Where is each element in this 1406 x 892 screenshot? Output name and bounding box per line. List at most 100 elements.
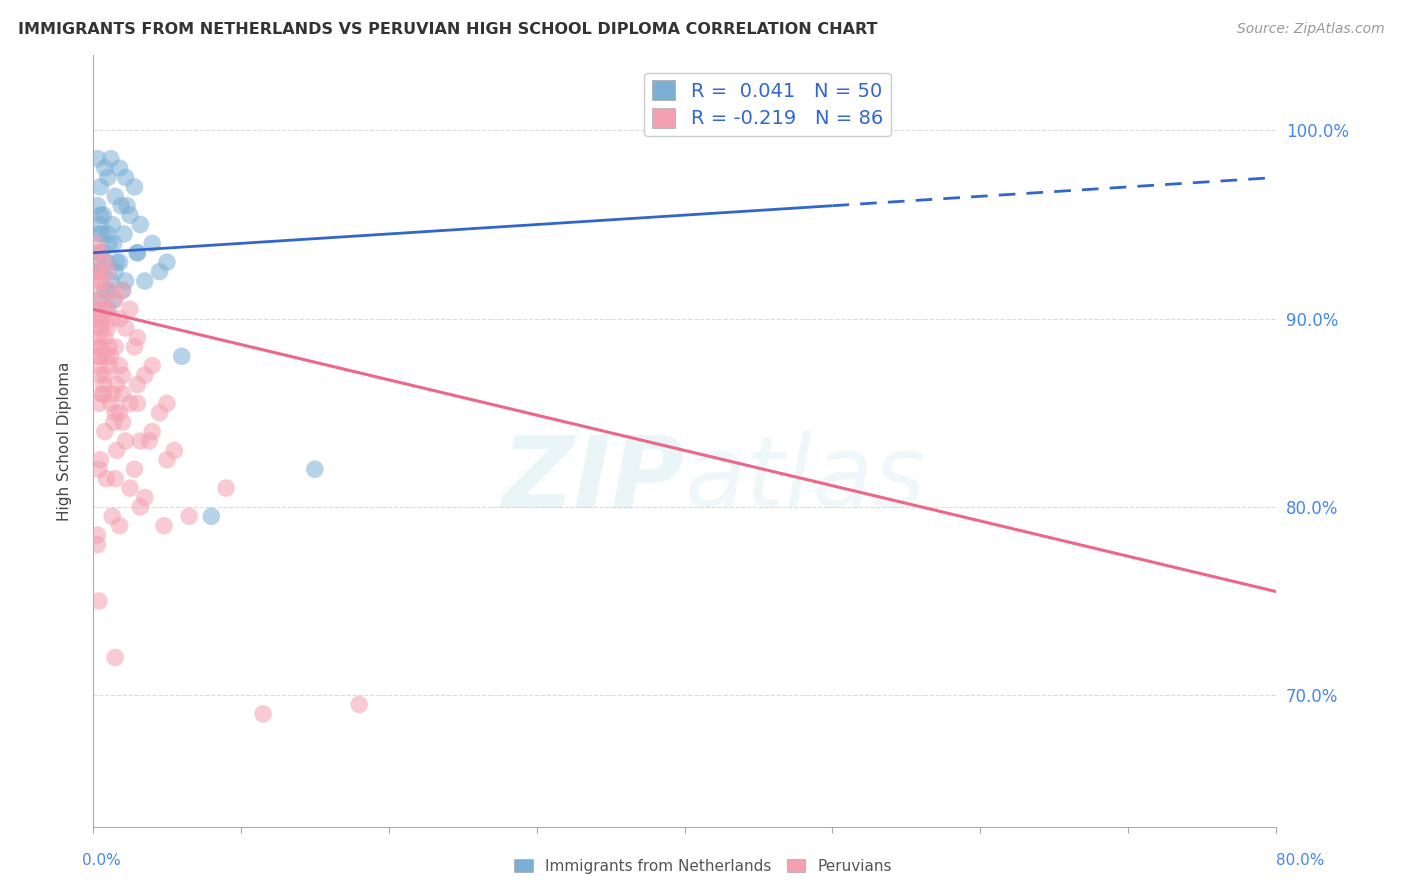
Point <box>87 594 110 608</box>
Point <box>114 434 136 448</box>
Point <box>141 425 163 439</box>
Point <box>86 311 108 326</box>
Point <box>98 359 121 373</box>
Point <box>89 180 111 194</box>
Point <box>96 349 118 363</box>
Point <box>90 245 112 260</box>
Point <box>104 293 127 307</box>
Point <box>108 161 131 175</box>
Point <box>111 368 134 383</box>
Point <box>98 340 121 354</box>
Point <box>134 491 156 505</box>
Point <box>104 264 127 278</box>
Point <box>129 218 152 232</box>
Point <box>94 161 117 175</box>
Point <box>86 199 108 213</box>
Point <box>129 434 152 448</box>
Point <box>90 227 112 241</box>
Point <box>304 462 326 476</box>
Point <box>104 189 127 203</box>
Point <box>97 264 120 278</box>
Point <box>134 368 156 383</box>
Point <box>87 245 110 260</box>
Point <box>108 406 131 420</box>
Point <box>103 293 125 307</box>
Point <box>90 274 112 288</box>
Point <box>200 509 222 524</box>
Point <box>105 255 128 269</box>
Point <box>86 537 108 551</box>
Point <box>86 528 108 542</box>
Point <box>138 434 160 448</box>
Point <box>104 472 127 486</box>
Point <box>86 302 108 317</box>
Point <box>127 330 149 344</box>
Point <box>114 170 136 185</box>
Point <box>86 152 108 166</box>
Point <box>108 518 131 533</box>
Point <box>124 180 146 194</box>
Point <box>89 218 111 232</box>
Point <box>89 293 111 307</box>
Point <box>103 236 125 251</box>
Point <box>93 208 115 222</box>
Point <box>87 255 110 269</box>
Point <box>87 293 110 307</box>
Point <box>94 255 117 269</box>
Text: 80.0%: 80.0% <box>1277 854 1324 868</box>
Point <box>86 264 108 278</box>
Point <box>97 302 120 317</box>
Point <box>87 321 110 335</box>
Point <box>215 481 238 495</box>
Point <box>179 509 201 524</box>
Point <box>124 340 146 354</box>
Text: 0.0%: 0.0% <box>82 854 121 868</box>
Point <box>118 302 141 317</box>
Point <box>86 284 108 298</box>
Point <box>87 349 110 363</box>
Point <box>347 698 370 712</box>
Point <box>141 236 163 251</box>
Point <box>87 227 110 241</box>
Point <box>118 396 141 410</box>
Point <box>87 359 110 373</box>
Text: ZIP: ZIP <box>502 431 685 528</box>
Point <box>118 481 141 495</box>
Point <box>252 706 274 721</box>
Point <box>101 387 124 401</box>
Point <box>90 321 112 335</box>
Point <box>96 302 118 317</box>
Point <box>111 284 134 298</box>
Text: IMMIGRANTS FROM NETHERLANDS VS PERUVIAN HIGH SCHOOL DIPLOMA CORRELATION CHART: IMMIGRANTS FROM NETHERLANDS VS PERUVIAN … <box>18 22 877 37</box>
Point <box>87 330 110 344</box>
Point <box>110 199 132 213</box>
Point <box>163 443 186 458</box>
Point <box>111 415 134 429</box>
Point <box>93 302 115 317</box>
Point <box>108 359 131 373</box>
Point <box>90 311 112 326</box>
Point <box>134 274 156 288</box>
Point <box>87 245 110 260</box>
Point <box>105 443 128 458</box>
Point <box>97 227 120 241</box>
Point <box>98 236 121 251</box>
Point <box>101 509 124 524</box>
Point <box>153 518 176 533</box>
Point <box>148 264 170 278</box>
Point <box>89 368 111 383</box>
Legend: Immigrants from Netherlands, Peruvians: Immigrants from Netherlands, Peruvians <box>508 853 898 880</box>
Point <box>124 462 146 476</box>
Point <box>87 274 110 288</box>
Point <box>129 500 152 514</box>
Point <box>84 236 107 251</box>
Point <box>96 472 118 486</box>
Point <box>94 330 117 344</box>
Point <box>127 377 149 392</box>
Point <box>101 218 124 232</box>
Point <box>97 321 120 335</box>
Point <box>127 245 149 260</box>
Point <box>108 311 131 326</box>
Point <box>115 199 138 213</box>
Point <box>112 227 135 241</box>
